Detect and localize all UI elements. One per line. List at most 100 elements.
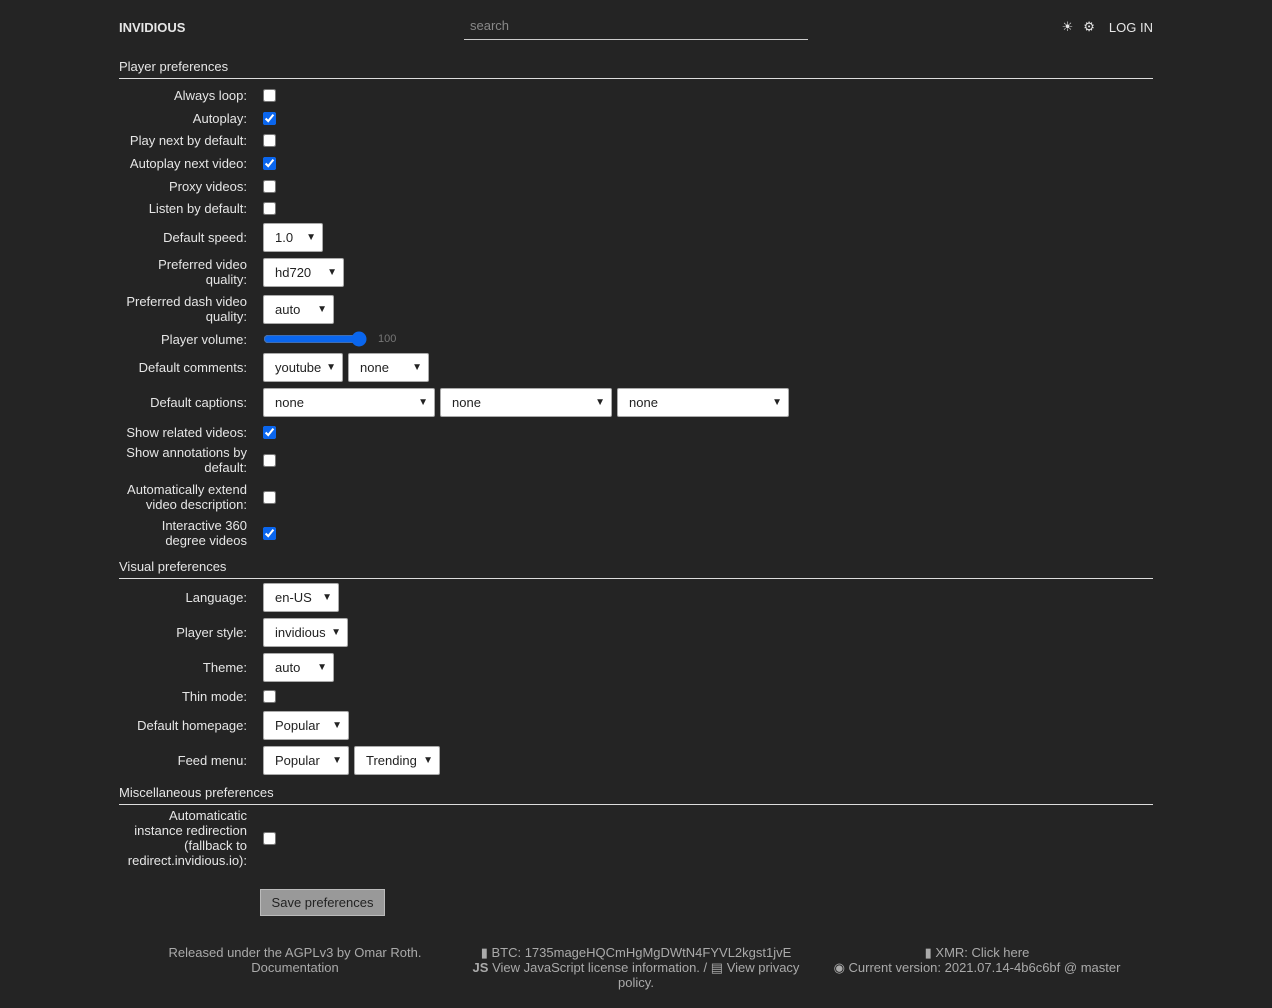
preference-select[interactable]: hd720 ▼: [263, 257, 344, 287]
chevron-down-icon: ▼: [322, 591, 332, 603]
wallet-icon: ▮: [924, 945, 936, 960]
preference-row: Preferred dash video quality: auto ▼: [119, 289, 334, 329]
xmr-link[interactable]: XMR: Click here: [935, 945, 1030, 960]
preference-row: Always loop:: [119, 75, 276, 115]
preference-row: Preferred video quality: hd720 ▼: [119, 252, 344, 292]
preference-row: Language: en-US ▼: [119, 577, 339, 617]
preference-select[interactable]: 1.0 ▼: [263, 222, 323, 252]
chevron-down-icon: ▼: [306, 231, 316, 243]
select-value: auto: [275, 659, 301, 675]
section-header: Miscellaneous preferences: [119, 780, 1153, 805]
preference-checkbox[interactable]: [263, 133, 276, 147]
preference-checkbox[interactable]: [263, 453, 276, 467]
preference-label: Preferred video quality:: [158, 257, 247, 287]
chevron-down-icon: ▼: [317, 661, 327, 673]
preference-row: Play next by default:: [119, 120, 276, 160]
preference-select[interactable]: none ▼: [348, 352, 429, 382]
preference-checkbox[interactable]: [263, 425, 276, 439]
preference-label: Preferred dash video quality:: [126, 294, 247, 324]
preference-label: Autoplay:: [192, 110, 247, 126]
preference-label: Show annotations by default:: [126, 445, 247, 475]
js-license-link[interactable]: View JavaScript license information.: [492, 960, 700, 975]
preference-checkbox[interactable]: [263, 201, 276, 215]
preference-label: Listen by default:: [148, 200, 247, 216]
preference-select[interactable]: Trending ▼: [354, 745, 440, 775]
preference-select[interactable]: invidious ▼: [263, 617, 348, 647]
save-preferences-button[interactable]: Save preferences: [260, 889, 385, 916]
privacy-link[interactable]: View privacy policy.: [618, 960, 800, 990]
navbar: INVIDIOUS ☀ ⚙ LOG IN: [119, 0, 1153, 55]
gear-icon[interactable]: ⚙: [1083, 19, 1095, 34]
chevron-down-icon: ▼: [418, 396, 428, 408]
preference-row: Default speed: 1.0 ▼: [119, 217, 323, 257]
preference-row: Autoplay:: [119, 98, 276, 138]
preference-label: Theme:: [202, 659, 247, 675]
preference-label: Proxy videos:: [168, 178, 247, 194]
select-value: auto: [275, 301, 301, 317]
select-value: 1.0: [275, 229, 294, 245]
section-title: Miscellaneous preferences: [119, 785, 274, 800]
sun-icon[interactable]: ☀: [1061, 19, 1074, 34]
preference-row: Show annotations by default:: [119, 440, 276, 480]
btc-address: BTC: 1735mageHQCmHgMgDWtN4FYVL2kgst1jvE: [491, 945, 792, 960]
preference-select[interactable]: en-US ▼: [263, 582, 339, 612]
preference-checkbox[interactable]: [263, 831, 276, 845]
preference-checkbox[interactable]: [263, 156, 276, 170]
preference-label: Automatically extend video description:: [127, 482, 247, 512]
select-value: Popular: [275, 752, 320, 768]
preference-select[interactable]: youtube ▼: [263, 352, 343, 382]
chevron-down-icon: ▼: [332, 719, 342, 731]
preference-row: Interactive 360 degree videos: [119, 513, 276, 553]
license-text: Released under the AGPLv3 by Omar Roth.: [168, 945, 422, 960]
preference-row: Default captions: none ▼ none ▼ none ▼: [119, 382, 789, 422]
preference-checkbox[interactable]: [263, 111, 276, 125]
chevron-down-icon: ▼: [595, 396, 605, 408]
select-value: youtube: [275, 359, 322, 375]
footer: Released under the AGPLv3 by Omar Roth. …: [119, 945, 1153, 990]
preference-checkbox[interactable]: [263, 88, 276, 102]
preference-checkbox[interactable]: [263, 490, 276, 504]
preference-select[interactable]: none ▼: [263, 387, 435, 417]
brand-logo[interactable]: INVIDIOUS: [119, 20, 186, 35]
preference-label: Interactive 360 degree videos: [161, 518, 247, 548]
search-input[interactable]: [464, 12, 808, 40]
preference-label: Show related videos:: [126, 424, 247, 440]
preference-select[interactable]: none ▼: [440, 387, 612, 417]
preference-row: Feed menu: Popular ▼ Trending ▼: [119, 740, 440, 780]
preference-label: Default speed:: [163, 229, 247, 245]
separator: /: [703, 960, 708, 975]
preference-select[interactable]: none ▼: [617, 387, 789, 417]
preference-row: Automatically extend video description:: [119, 477, 276, 517]
preference-label: Default comments:: [138, 359, 247, 375]
chevron-down-icon: ▼: [772, 396, 782, 408]
preference-label: Default captions:: [150, 394, 247, 410]
login-link[interactable]: LOG IN: [1108, 19, 1153, 35]
volume-slider[interactable]: [263, 331, 367, 347]
document-icon: ▤: [710, 960, 727, 975]
js-icon: JS: [472, 960, 493, 975]
chevron-down-icon: ▼: [331, 626, 341, 638]
select-value: none: [452, 394, 481, 410]
preference-checkbox[interactable]: [263, 526, 276, 540]
preference-select[interactable]: Popular ▼: [263, 745, 349, 775]
preference-row: Player style: invidious ▼: [119, 612, 348, 652]
section-title: Player preferences: [119, 59, 229, 74]
preference-label: Thin mode:: [181, 688, 247, 704]
preference-label: Player volume:: [161, 331, 247, 347]
preference-select[interactable]: auto ▼: [263, 294, 334, 324]
select-value: en-US: [275, 589, 312, 605]
documentation-link[interactable]: Documentation: [251, 960, 339, 975]
section-header: Player preferences: [119, 54, 1153, 79]
select-value: Popular: [275, 717, 320, 733]
preference-label: Play next by default:: [129, 132, 247, 148]
select-value: Trending: [366, 752, 417, 768]
preference-checkbox[interactable]: [263, 689, 276, 703]
preference-select[interactable]: auto ▼: [263, 652, 334, 682]
preference-checkbox[interactable]: [263, 179, 276, 193]
preference-row: Listen by default:: [119, 188, 276, 228]
preference-row: Proxy videos:: [119, 166, 276, 206]
version-text: Current version: 2021.07.14-4b6c6bf @ ma…: [848, 960, 1121, 975]
preference-row: Show related videos:: [119, 412, 276, 452]
preference-select[interactable]: Popular ▼: [263, 710, 349, 740]
preference-row: Autoplay next video:: [119, 143, 276, 183]
